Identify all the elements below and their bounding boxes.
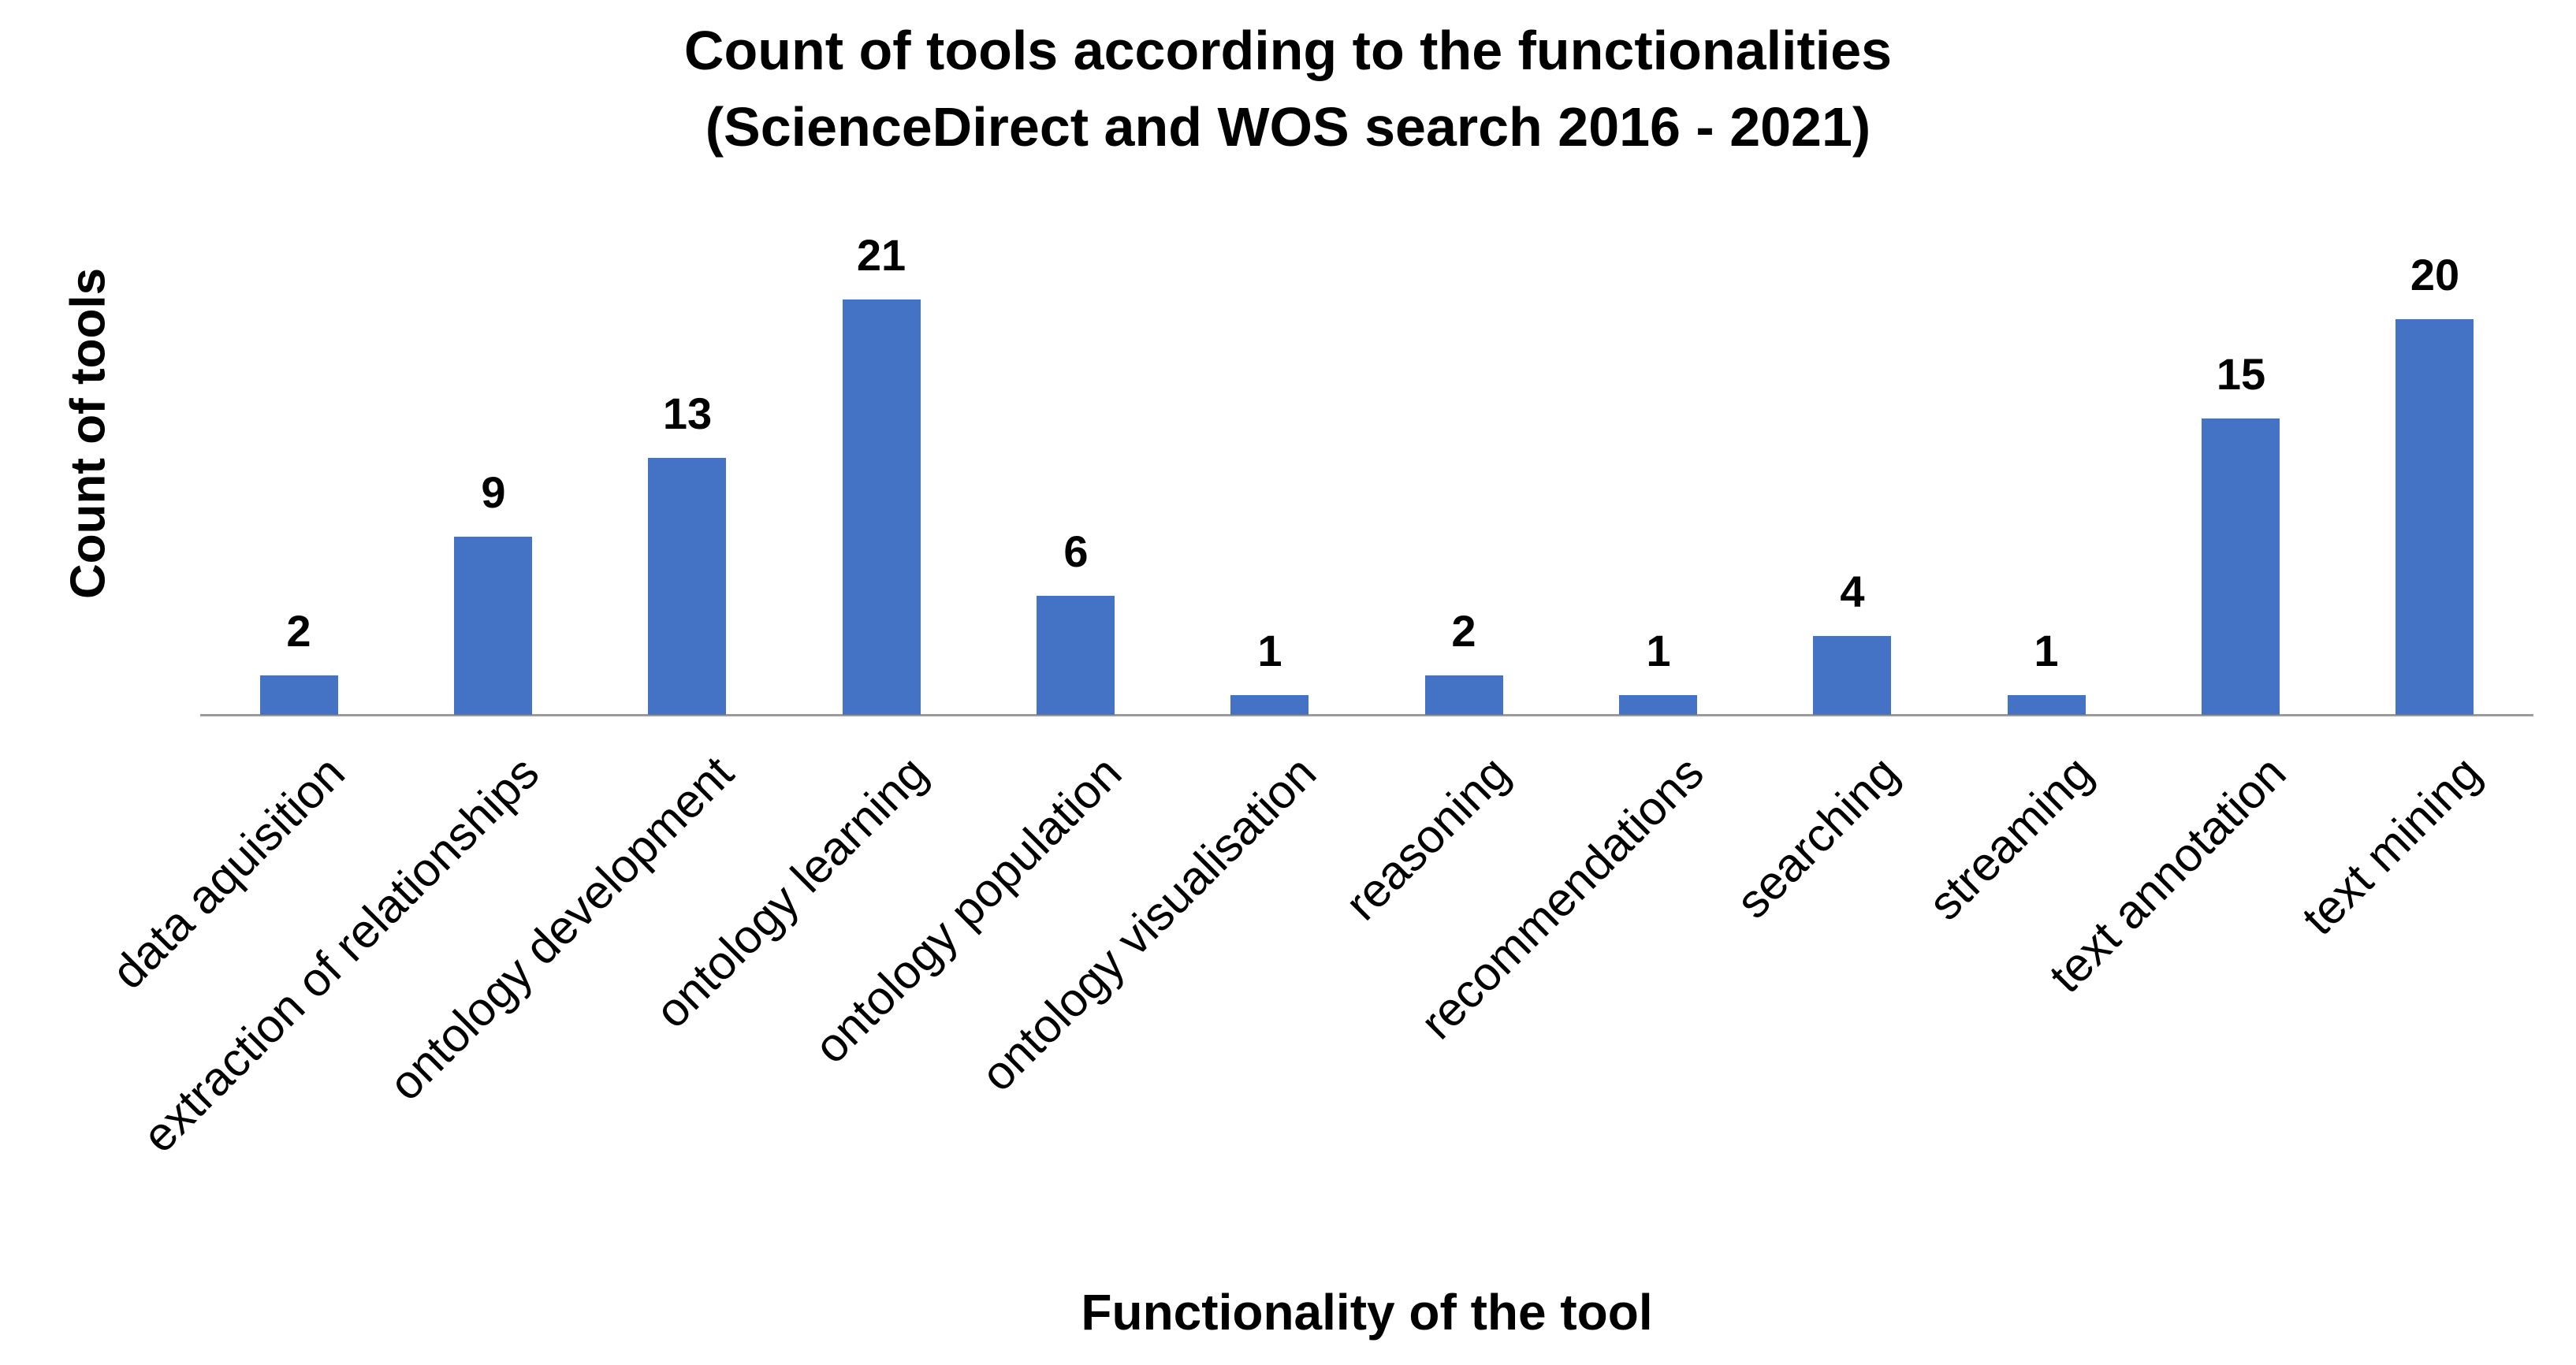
bar-ontology-visualisation <box>1230 695 1308 715</box>
bar-text-annotation <box>2202 418 2280 715</box>
bar-value-label: 1 <box>1257 626 1282 675</box>
x-category-label-reasoning: reasoning <box>1335 746 1520 931</box>
x-axis-line <box>200 714 2533 716</box>
bar-value-label: 20 <box>2410 250 2460 299</box>
x-category-label-searching: searching <box>1725 746 1908 928</box>
bar-value-label: 21 <box>856 230 906 280</box>
x-axis-title: Functionality of the tool <box>1081 1284 1653 1341</box>
x-category-label-streaming: streaming <box>1918 746 2102 931</box>
x-category-label-ontology-visualisation: ontology visualisation <box>970 746 1326 1102</box>
bar-value-label: 6 <box>1063 526 1089 576</box>
x-category-label-extraction-of-relationships: extraction of relationships <box>132 746 549 1163</box>
bar-recommendations <box>1619 695 1697 715</box>
bar-extraction-of-relationships <box>454 537 532 715</box>
bar-reasoning <box>1425 675 1503 715</box>
chart-title: Count of tools according to the function… <box>0 13 2576 166</box>
chart-title-line-2: (ScienceDirect and WOS search 2016 - 202… <box>705 96 1871 158</box>
bar-value-label: 2 <box>1451 606 1476 656</box>
bar-value-label: 1 <box>2034 626 2059 675</box>
bar-text-mining <box>2395 319 2474 715</box>
bar-value-label: 13 <box>662 389 713 438</box>
bar-data-aquisition <box>260 675 338 715</box>
x-category-label-text-mining: text mining <box>2291 746 2491 946</box>
bar-ontology-development <box>648 458 726 715</box>
bar-streaming <box>2008 695 2086 715</box>
bar-ontology-learning <box>843 299 921 715</box>
x-category-label-ontology-development: ontology development <box>378 746 743 1111</box>
bar-value-label: 15 <box>2216 349 2266 399</box>
bar-ontology-population <box>1037 596 1115 715</box>
bar-value-label: 4 <box>1840 567 1865 616</box>
chart-title-line-1: Count of tools according to the function… <box>683 20 1893 81</box>
bar-value-label: 9 <box>481 467 506 517</box>
bar-value-label: 1 <box>1646 626 1671 675</box>
bar-searching <box>1813 636 1891 715</box>
bar-value-label: 2 <box>286 606 311 656</box>
